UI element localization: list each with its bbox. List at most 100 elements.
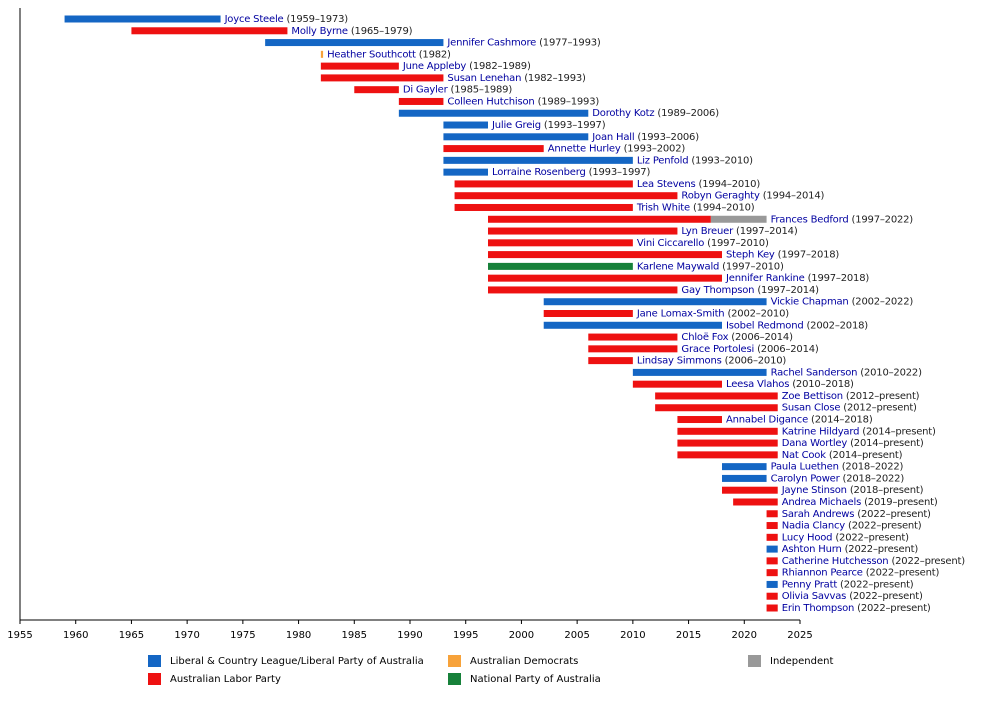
member-label: Lindsay Simmons (2006–2010) [637, 356, 787, 367]
member-name[interactable]: Annette Hurley [548, 144, 621, 155]
member-name[interactable]: Jane Lomax-Smith [636, 309, 725, 320]
bar [443, 133, 589, 141]
member-label: Annabel Digance (2014–2018) [726, 415, 873, 426]
member-period: (2006–2010) [725, 356, 787, 367]
bar [588, 333, 678, 341]
member-name[interactable]: Isobel Redmond [726, 320, 804, 331]
member-name[interactable]: Andrea Michaels [782, 497, 862, 508]
member-label: Vickie Chapman (2002–2022) [771, 297, 914, 308]
member-name[interactable]: Rhiannon Pearce [782, 568, 863, 579]
member-name[interactable]: Nadia Clancy [782, 521, 846, 532]
member-period: (2022–present) [866, 568, 940, 579]
member-name[interactable]: Carolyn Power [771, 473, 841, 484]
member-name[interactable]: Robyn Geraghty [681, 191, 760, 202]
member-label: Olivia Savvas (2022–present) [782, 591, 923, 602]
member-name[interactable]: Lyn Breuer [681, 226, 734, 237]
member-label: Steph Key (1997–2018) [726, 250, 839, 261]
member-name[interactable]: Paula Luethen [771, 462, 839, 473]
member-period: (2002–2018) [806, 320, 868, 331]
member-name[interactable]: Leesa Vlahos [726, 379, 789, 390]
member-name[interactable]: Zoe Bettison [782, 391, 843, 402]
member-name[interactable]: Olivia Savvas [782, 591, 847, 602]
bar [454, 203, 633, 211]
bar [543, 321, 722, 329]
member-period: (2014–present) [862, 426, 936, 437]
member-name[interactable]: Heather Southcott [327, 49, 416, 60]
bar [454, 180, 633, 188]
member-name[interactable]: Steph Key [726, 250, 775, 261]
member-name[interactable]: Katrine Hildyard [782, 426, 860, 437]
member-label: Carolyn Power (2018–2022) [771, 473, 905, 484]
member-name[interactable]: Grace Portolesi [681, 344, 754, 355]
member-name[interactable]: June Appleby [402, 61, 467, 72]
x-tick-label: 1960 [63, 630, 88, 641]
member-name[interactable]: Frances Bedford [771, 214, 849, 225]
member-name[interactable]: Julie Greig [491, 120, 541, 131]
member-name[interactable]: Gay Thompson [681, 285, 754, 296]
member-name[interactable]: Karlene Maywald [637, 261, 720, 272]
member-name[interactable]: Annabel Digance [726, 415, 808, 426]
legend-label: Australian Labor Party [170, 674, 281, 685]
member-name[interactable]: Lea Stevens [637, 179, 696, 190]
member-label: Heather Southcott (1982) [327, 49, 451, 60]
member-label: Jane Lomax-Smith (2002–2010) [636, 309, 789, 320]
member-name[interactable]: Dorothy Kotz [592, 108, 654, 119]
member-name[interactable]: Joan Hall [591, 132, 634, 143]
bar [443, 168, 488, 176]
member-period: (1993–2002) [624, 144, 686, 155]
member-name[interactable]: Nat Cook [782, 450, 827, 461]
member-name[interactable]: Erin Thompson [782, 603, 855, 614]
member-name[interactable]: Trish White [636, 202, 690, 213]
member-name[interactable]: Jennifer Cashmore [446, 38, 536, 49]
member-label: Jennifer Cashmore (1977–1993) [446, 38, 600, 49]
member-name[interactable]: Lindsay Simmons [637, 356, 722, 367]
member-name[interactable]: Jennifer Rankine [725, 273, 805, 284]
member-period: (1997–2010) [707, 238, 769, 249]
member-label: Lorraine Rosenberg (1993–1997) [492, 167, 650, 178]
member-name[interactable]: Di Gayler [403, 85, 449, 96]
member-name[interactable]: Lucy Hood [782, 532, 833, 543]
member-label: Susan Close (2012–present) [782, 403, 917, 414]
member-name[interactable]: Penny Pratt [782, 579, 838, 590]
bar [398, 109, 589, 117]
member-period: (1997–2010) [722, 261, 784, 272]
bar [766, 569, 778, 577]
member-label: Zoe Bettison (2012–present) [782, 391, 920, 402]
member-name[interactable]: Rachel Sanderson [771, 367, 858, 378]
member-name[interactable]: Susan Close [782, 403, 841, 414]
member-period: (2022–present) [840, 579, 914, 590]
x-tick-label: 1980 [286, 630, 311, 641]
member-label: Joan Hall (1993–2006) [591, 132, 699, 143]
legend-swatch [448, 673, 461, 685]
member-name[interactable]: Liz Penfold [637, 155, 689, 166]
bar [722, 474, 767, 482]
member-period: (1997–2014) [736, 226, 798, 237]
member-name[interactable]: Catherine Hutchesson [782, 556, 889, 567]
bar [488, 215, 711, 223]
member-name[interactable]: Jayne Stinson [781, 485, 847, 496]
member-name[interactable]: Chloë Fox [681, 332, 728, 343]
member-label: Erin Thompson (2022–present) [782, 603, 931, 614]
member-period: (2014–present) [829, 450, 903, 461]
member-name[interactable]: Susan Lenehan [447, 73, 521, 84]
member-name[interactable]: Lorraine Rosenberg [492, 167, 586, 178]
member-name[interactable]: Joyce Steele [224, 14, 284, 25]
member-name[interactable]: Vini Ciccarello [637, 238, 705, 249]
x-tick-label: 1970 [174, 630, 199, 641]
member-label: Jayne Stinson (2018–present) [781, 485, 924, 496]
bar [488, 262, 633, 270]
member-period: (2022–present) [848, 521, 922, 532]
member-name[interactable]: Molly Byrne [291, 26, 348, 37]
member-label: Trish White (1994–2010) [636, 202, 755, 213]
member-name[interactable]: Sarah Andrews [782, 509, 855, 520]
member-name[interactable]: Ashton Hurn [782, 544, 842, 555]
bar [588, 357, 633, 365]
member-period: (2006–2014) [757, 344, 819, 355]
member-name[interactable]: Dana Wortley [782, 438, 848, 449]
member-name[interactable]: Vickie Chapman [771, 297, 849, 308]
member-period: (1989–1993) [538, 96, 600, 107]
x-tick-label: 2025 [787, 630, 812, 641]
bar [677, 451, 778, 459]
member-name[interactable]: Colleen Hutchison [447, 96, 534, 107]
